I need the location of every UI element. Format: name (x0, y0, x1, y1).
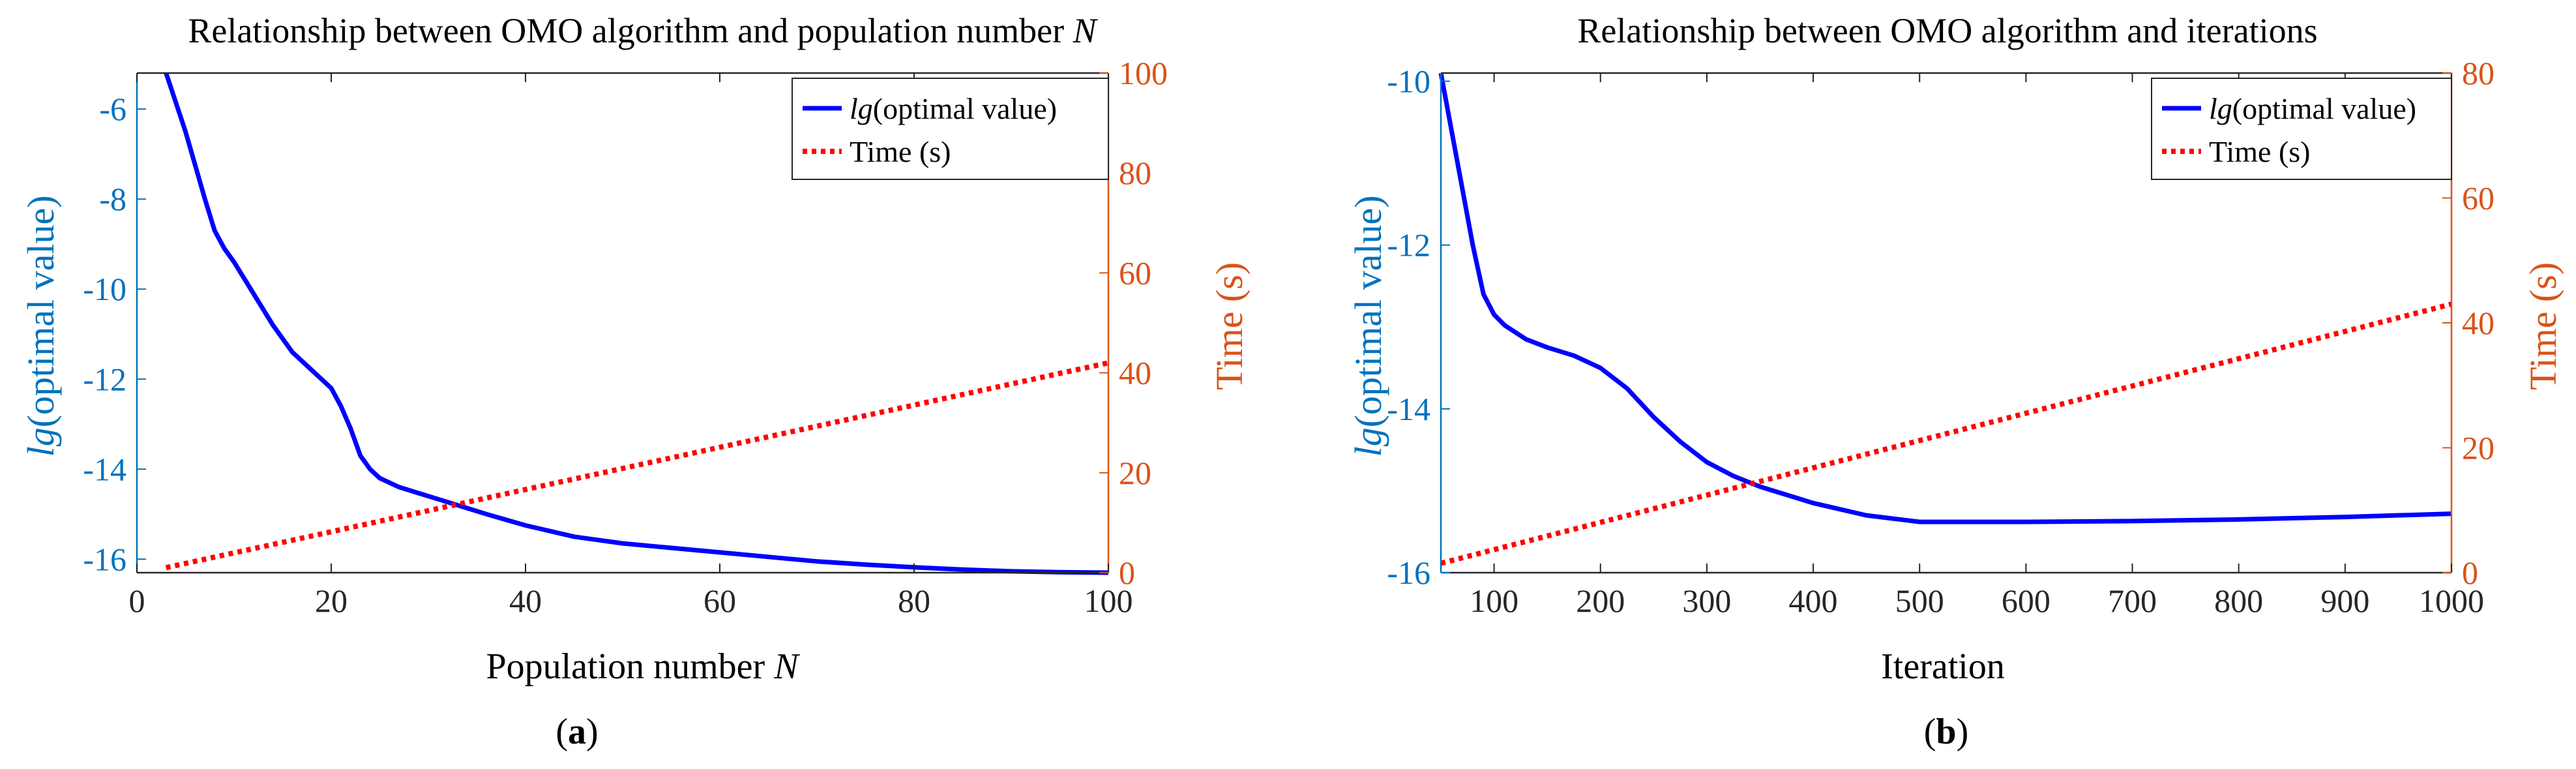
x-tick-label: 40 (509, 582, 542, 619)
y-tick-label-right: 100 (1119, 55, 1168, 91)
x-tick-label: 900 (2320, 582, 2369, 619)
x-tick-label: 200 (1576, 582, 1625, 619)
x-tick-label: 600 (2002, 582, 2050, 619)
x-tick-label: 80 (898, 582, 930, 619)
y-axis-right-label-b: Time (s) (2522, 262, 2564, 390)
y-tick-label-left: -16 (1387, 554, 1430, 591)
x-tick-label: 800 (2214, 582, 2263, 619)
y-tick-label-left: -10 (83, 271, 126, 307)
y-axis-right-label-a: Time (s) (1208, 262, 1251, 390)
legend-label: lg(optimal value) (2209, 92, 2416, 125)
time-series-line (1440, 301, 2452, 566)
caption-b: (b) (1924, 712, 1968, 752)
legend-label: lg(optimal value) (850, 92, 1057, 125)
legend-b: lg(optimal value) Time (s) (2151, 78, 2452, 180)
y-tick-label-right: 80 (2462, 55, 2495, 91)
legend-a: lg(optimal value) Time (s) (792, 78, 1109, 180)
chart-title-b: Relationship between OMO algorithm and i… (1577, 11, 2317, 50)
legend-label: Time (s) (850, 135, 951, 168)
y-tick-label-right: 20 (2462, 430, 2495, 466)
x-tick-label: 20 (315, 582, 348, 619)
chart-panel-b: Relationship between OMO algorithm and i… (1347, 11, 2564, 752)
y-tick-label-right: 20 (1119, 455, 1151, 491)
legend-box (792, 78, 1109, 180)
y-tick-label-right: 0 (2462, 554, 2478, 591)
time-series-line (165, 360, 1109, 571)
y-tick-label-left: -10 (1387, 63, 1430, 100)
x-tick-label: 60 (703, 582, 736, 619)
y-tick-label-right: 80 (1119, 155, 1151, 191)
y-tick-label-left: -6 (99, 91, 126, 127)
x-tick-label: 1000 (2419, 582, 2484, 619)
y-tick-label-right: 40 (1119, 355, 1151, 391)
x-axis-label-a: Population number N (486, 646, 800, 687)
legend-box (2151, 78, 2452, 180)
y-tick-label-left: -8 (99, 181, 126, 217)
y-axis-left-label-a: lg(optimal value) (20, 195, 62, 457)
y-tick-label-left: -16 (83, 541, 126, 577)
x-tick-label: 100 (1084, 582, 1133, 619)
y-tick-label-left: -14 (1387, 391, 1430, 427)
y-tick-label-right: 60 (1119, 254, 1151, 291)
chart-panel-a: Relationship between OMO algorithm and p… (20, 11, 1251, 752)
x-tick-label: 100 (1470, 582, 1518, 619)
y-tick-label-left: -12 (1387, 227, 1430, 264)
caption-a: (a) (555, 712, 598, 752)
y-axis-left-label-b: lg(optimal value) (1347, 195, 1389, 457)
x-tick-label: 700 (2108, 582, 2157, 619)
legend-label: Time (s) (2209, 135, 2311, 168)
x-tick-label: 0 (129, 582, 145, 619)
y-tick-label-left: -12 (83, 361, 126, 397)
y-tick-label-right: 40 (2462, 305, 2495, 341)
x-tick-label: 400 (1789, 582, 1838, 619)
y-tick-label-right: 60 (2462, 180, 2495, 217)
y-tick-label-right: 0 (1119, 554, 1135, 591)
chart-title-a: Relationship between OMO algorithm and p… (188, 11, 1098, 50)
x-tick-label: 500 (1895, 582, 1944, 619)
optimal-value-series-line (164, 72, 1109, 575)
optimal-value-series-line (1438, 72, 2452, 524)
x-axis-label-b: Iteration (1881, 646, 2005, 687)
x-tick-label: 300 (1682, 582, 1731, 619)
y-tick-label-left: -14 (83, 451, 126, 487)
plot-area-b: 100 200 300 400 500 600 700 800 900 1000-10-12-14… (1387, 55, 2495, 619)
